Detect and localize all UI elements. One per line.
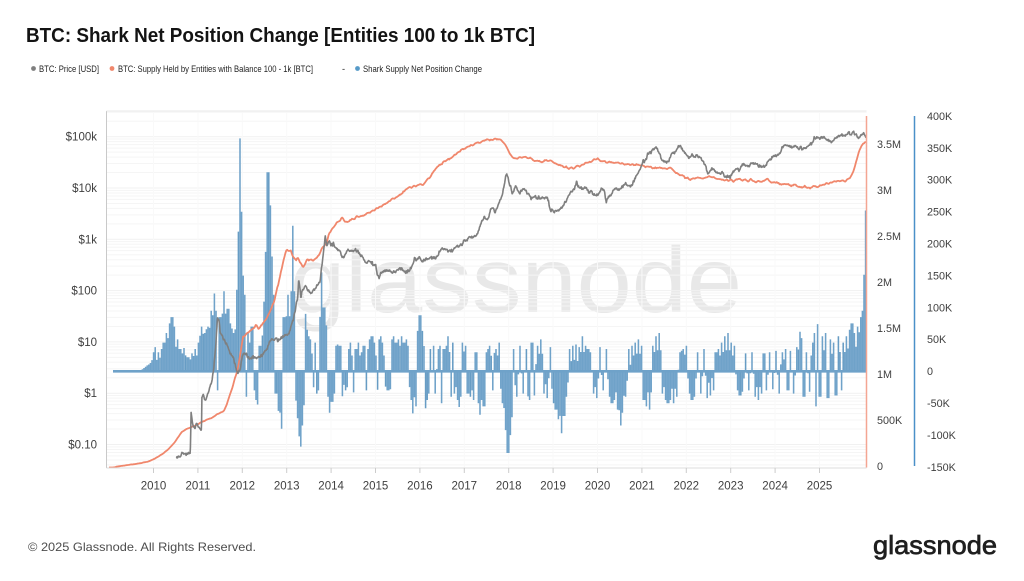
svg-text:-100K: -100K bbox=[927, 430, 957, 442]
svg-text:$10k: $10k bbox=[72, 183, 97, 195]
svg-text:$1k: $1k bbox=[78, 234, 97, 246]
svg-text:2020: 2020 bbox=[585, 481, 611, 493]
svg-text:0: 0 bbox=[927, 366, 933, 378]
svg-text:glassnode: glassnode bbox=[290, 228, 742, 332]
svg-text:2M: 2M bbox=[877, 277, 892, 289]
svg-text:200K: 200K bbox=[927, 239, 953, 251]
svg-text:1M: 1M bbox=[877, 369, 892, 381]
svg-text:2024: 2024 bbox=[762, 481, 788, 493]
svg-text:250K: 250K bbox=[927, 207, 953, 219]
svg-text:2016: 2016 bbox=[407, 481, 433, 493]
svg-text:glassnode: glassnode bbox=[873, 530, 997, 560]
svg-text:1.5M: 1.5M bbox=[877, 323, 901, 335]
svg-text:2025: 2025 bbox=[807, 481, 833, 493]
svg-text:BTC: Shark Net Position Change: BTC: Shark Net Position Change [Entities… bbox=[26, 25, 535, 47]
svg-text:$10: $10 bbox=[78, 337, 97, 349]
svg-text:3M: 3M bbox=[877, 185, 892, 197]
svg-text:3.5M: 3.5M bbox=[877, 139, 901, 151]
svg-text:$100k: $100k bbox=[66, 132, 98, 144]
svg-text:$1: $1 bbox=[84, 388, 97, 400]
svg-text:-50K: -50K bbox=[927, 398, 951, 410]
svg-text:© 2025 Glassnode. All Rights R: © 2025 Glassnode. All Rights Reserved. bbox=[28, 540, 256, 554]
svg-text:2.5M: 2.5M bbox=[877, 231, 901, 243]
svg-text:$0.10: $0.10 bbox=[68, 440, 97, 452]
svg-text:2012: 2012 bbox=[230, 481, 256, 493]
svg-text:2021: 2021 bbox=[629, 481, 655, 493]
svg-text:2023: 2023 bbox=[718, 481, 744, 493]
svg-text:Shark Supply Net Position Chan: Shark Supply Net Position Change bbox=[363, 64, 482, 74]
svg-text:2014: 2014 bbox=[318, 481, 344, 493]
svg-text:100K: 100K bbox=[927, 302, 953, 314]
svg-text:300K: 300K bbox=[927, 175, 953, 187]
svg-text:150K: 150K bbox=[927, 270, 953, 282]
svg-text:2019: 2019 bbox=[540, 481, 566, 493]
svg-text:-150K: -150K bbox=[927, 462, 957, 474]
svg-text:BTC: Price [USD]: BTC: Price [USD] bbox=[39, 64, 99, 74]
svg-text:$100: $100 bbox=[71, 286, 97, 298]
svg-text:2018: 2018 bbox=[496, 481, 522, 493]
svg-text:2017: 2017 bbox=[452, 481, 478, 493]
svg-text:500K: 500K bbox=[877, 415, 903, 427]
svg-text:2015: 2015 bbox=[363, 481, 389, 493]
svg-text:2013: 2013 bbox=[274, 481, 300, 493]
svg-text:400K: 400K bbox=[927, 111, 953, 123]
svg-text:0: 0 bbox=[877, 461, 883, 473]
svg-text:BTC: Supply Held by Entities w: BTC: Supply Held by Entities with Balanc… bbox=[118, 64, 313, 74]
svg-text:2010: 2010 bbox=[141, 481, 167, 493]
svg-text:2011: 2011 bbox=[186, 481, 211, 493]
svg-text:-: - bbox=[342, 64, 345, 74]
svg-text:2022: 2022 bbox=[674, 481, 700, 493]
svg-text:350K: 350K bbox=[927, 143, 953, 155]
svg-text:50K: 50K bbox=[927, 334, 947, 346]
